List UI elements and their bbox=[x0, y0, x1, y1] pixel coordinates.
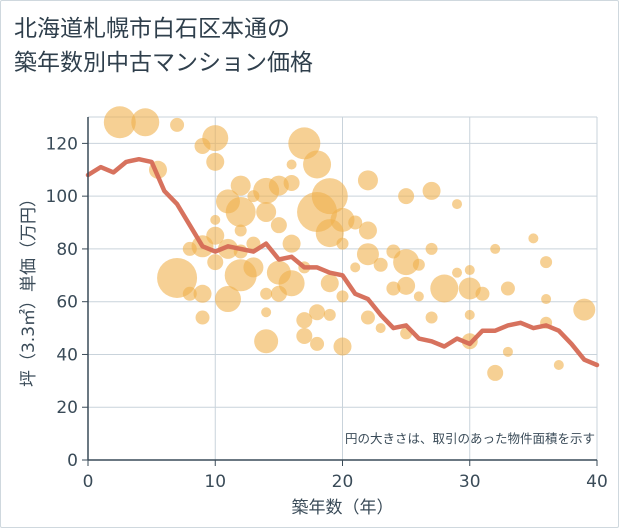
data-bubble bbox=[487, 364, 504, 381]
data-bubble bbox=[386, 281, 401, 296]
data-bubble bbox=[282, 234, 301, 253]
y-tick-label: 20 bbox=[56, 398, 78, 418]
data-bubble bbox=[336, 290, 349, 303]
data-bubble bbox=[333, 337, 352, 356]
data-bubble bbox=[310, 336, 325, 351]
data-bubble bbox=[502, 346, 513, 357]
data-bubble bbox=[234, 224, 247, 237]
data-bubble bbox=[356, 243, 379, 266]
data-bubble bbox=[260, 287, 273, 300]
grid-lines bbox=[88, 116, 598, 460]
data-bubble bbox=[131, 108, 160, 137]
data-bubble bbox=[500, 281, 515, 296]
data-bubble bbox=[350, 262, 361, 273]
data-bubble bbox=[573, 298, 596, 321]
data-bubble bbox=[464, 265, 475, 276]
data-bubble bbox=[452, 199, 463, 210]
data-bubble bbox=[270, 217, 287, 234]
data-bubble bbox=[303, 150, 332, 179]
size-note: 円の大きさは、取引のあった物件面積を示す bbox=[345, 431, 595, 446]
tick-labels: 0 20 40 60 80 100 120 0 10 20 30 40 bbox=[46, 134, 608, 492]
data-bubble bbox=[296, 312, 313, 329]
data-bubble bbox=[193, 284, 212, 303]
data-bubble bbox=[490, 243, 501, 254]
trend-line-layer bbox=[85, 156, 600, 368]
data-bubble bbox=[320, 274, 339, 293]
data-bubble bbox=[195, 310, 210, 325]
x-tick-label: 10 bbox=[204, 472, 226, 492]
data-bubble bbox=[309, 304, 326, 321]
y-axis-label: 坪（3.3㎡）単価（万円） bbox=[19, 190, 39, 387]
y-tick-label: 120 bbox=[46, 134, 78, 154]
data-bubble bbox=[348, 215, 363, 230]
x-tick-label: 40 bbox=[586, 472, 608, 492]
data-bubble bbox=[336, 237, 349, 250]
data-bubble bbox=[458, 277, 481, 300]
y-tick-label: 60 bbox=[56, 293, 78, 313]
data-bubble bbox=[182, 286, 197, 301]
data-bubble bbox=[230, 175, 251, 196]
x-tick-label: 30 bbox=[459, 472, 481, 492]
data-bubble bbox=[261, 307, 272, 318]
data-bubble bbox=[452, 267, 463, 278]
y-tick-label: 0 bbox=[67, 451, 78, 471]
data-bubble bbox=[225, 196, 256, 227]
data-bubble bbox=[182, 241, 197, 256]
title-line-2: 築年数別中古マンション価格 bbox=[14, 50, 313, 76]
data-bubble bbox=[464, 309, 475, 320]
data-bubble bbox=[412, 258, 425, 271]
data-bubble bbox=[553, 360, 564, 371]
y-tick-label: 100 bbox=[46, 187, 78, 207]
data-bubble bbox=[217, 238, 238, 259]
data-bubble bbox=[393, 249, 420, 276]
data-bubble bbox=[170, 117, 185, 132]
data-bubble bbox=[357, 170, 378, 191]
data-bubble bbox=[283, 174, 300, 191]
data-bubble bbox=[430, 274, 459, 303]
data-bubble bbox=[425, 311, 438, 324]
data-bubble bbox=[256, 201, 277, 222]
data-bubble bbox=[315, 219, 344, 248]
data-bubble bbox=[398, 188, 415, 205]
data-bubble bbox=[425, 242, 438, 255]
data-bubble bbox=[254, 329, 279, 354]
data-bubble bbox=[194, 138, 211, 155]
data-bubble bbox=[373, 257, 388, 272]
data-bubble bbox=[296, 327, 313, 344]
average-price-line bbox=[85, 156, 600, 368]
y-tick-label: 40 bbox=[56, 345, 78, 365]
data-bubble bbox=[270, 285, 287, 302]
data-bubble bbox=[375, 323, 386, 334]
title-line-1: 北海道札幌市白石区本通の bbox=[14, 16, 290, 42]
x-axis-label: 築年数（年） bbox=[292, 498, 394, 518]
x-tick-label: 0 bbox=[83, 472, 94, 492]
data-bubble bbox=[214, 286, 241, 313]
axes bbox=[82, 117, 598, 466]
data-bubble bbox=[286, 159, 297, 170]
data-bubble bbox=[540, 256, 553, 269]
data-bubble bbox=[358, 221, 377, 240]
data-bubble bbox=[103, 106, 136, 139]
data-bubble bbox=[210, 214, 221, 225]
data-bubble bbox=[422, 181, 441, 200]
x-tick-label: 20 bbox=[332, 472, 354, 492]
data-bubble bbox=[268, 175, 289, 196]
data-bubble bbox=[360, 310, 375, 325]
data-bubble bbox=[206, 152, 225, 171]
data-bubble bbox=[413, 291, 424, 302]
data-bubble bbox=[475, 286, 490, 301]
chart-title: 北海道札幌市白石区本通の 築年数別中古マンション価格 bbox=[14, 12, 313, 80]
data-bubble bbox=[541, 294, 552, 305]
data-bubble bbox=[397, 276, 416, 295]
data-bubble bbox=[323, 308, 336, 321]
data-bubble bbox=[243, 257, 264, 278]
bubble-layer bbox=[103, 106, 596, 381]
data-bubble bbox=[528, 233, 539, 244]
y-tick-label: 80 bbox=[56, 240, 78, 260]
data-bubble bbox=[207, 254, 224, 271]
